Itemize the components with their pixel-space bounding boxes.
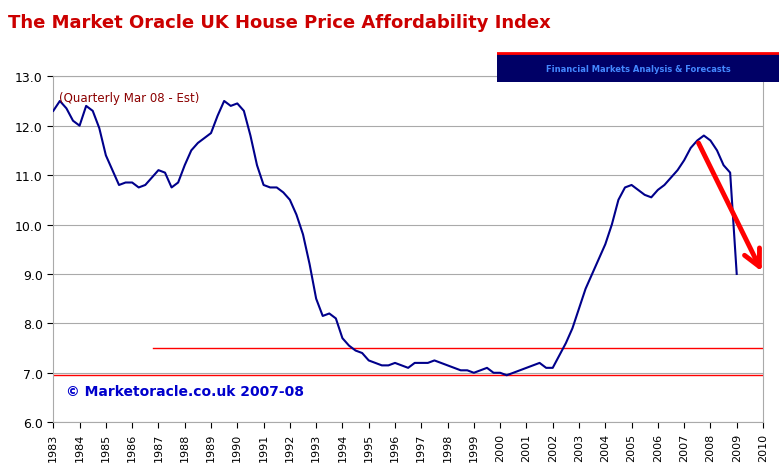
- Bar: [497, 54, 779, 83]
- Text: © Marketoracle.co.uk 2007-08: © Marketoracle.co.uk 2007-08: [67, 384, 305, 398]
- Text: (Quarterly Mar 08 - Est): (Quarterly Mar 08 - Est): [59, 92, 199, 105]
- Text: Financial Markets Analysis & Forecasts: Financial Markets Analysis & Forecasts: [546, 65, 731, 74]
- Text: The Market Oracle UK House Price Affordability Index: The Market Oracle UK House Price Afforda…: [8, 14, 550, 32]
- Text: MarketOracle.co.uk: MarketOracle.co.uk: [573, 20, 720, 33]
